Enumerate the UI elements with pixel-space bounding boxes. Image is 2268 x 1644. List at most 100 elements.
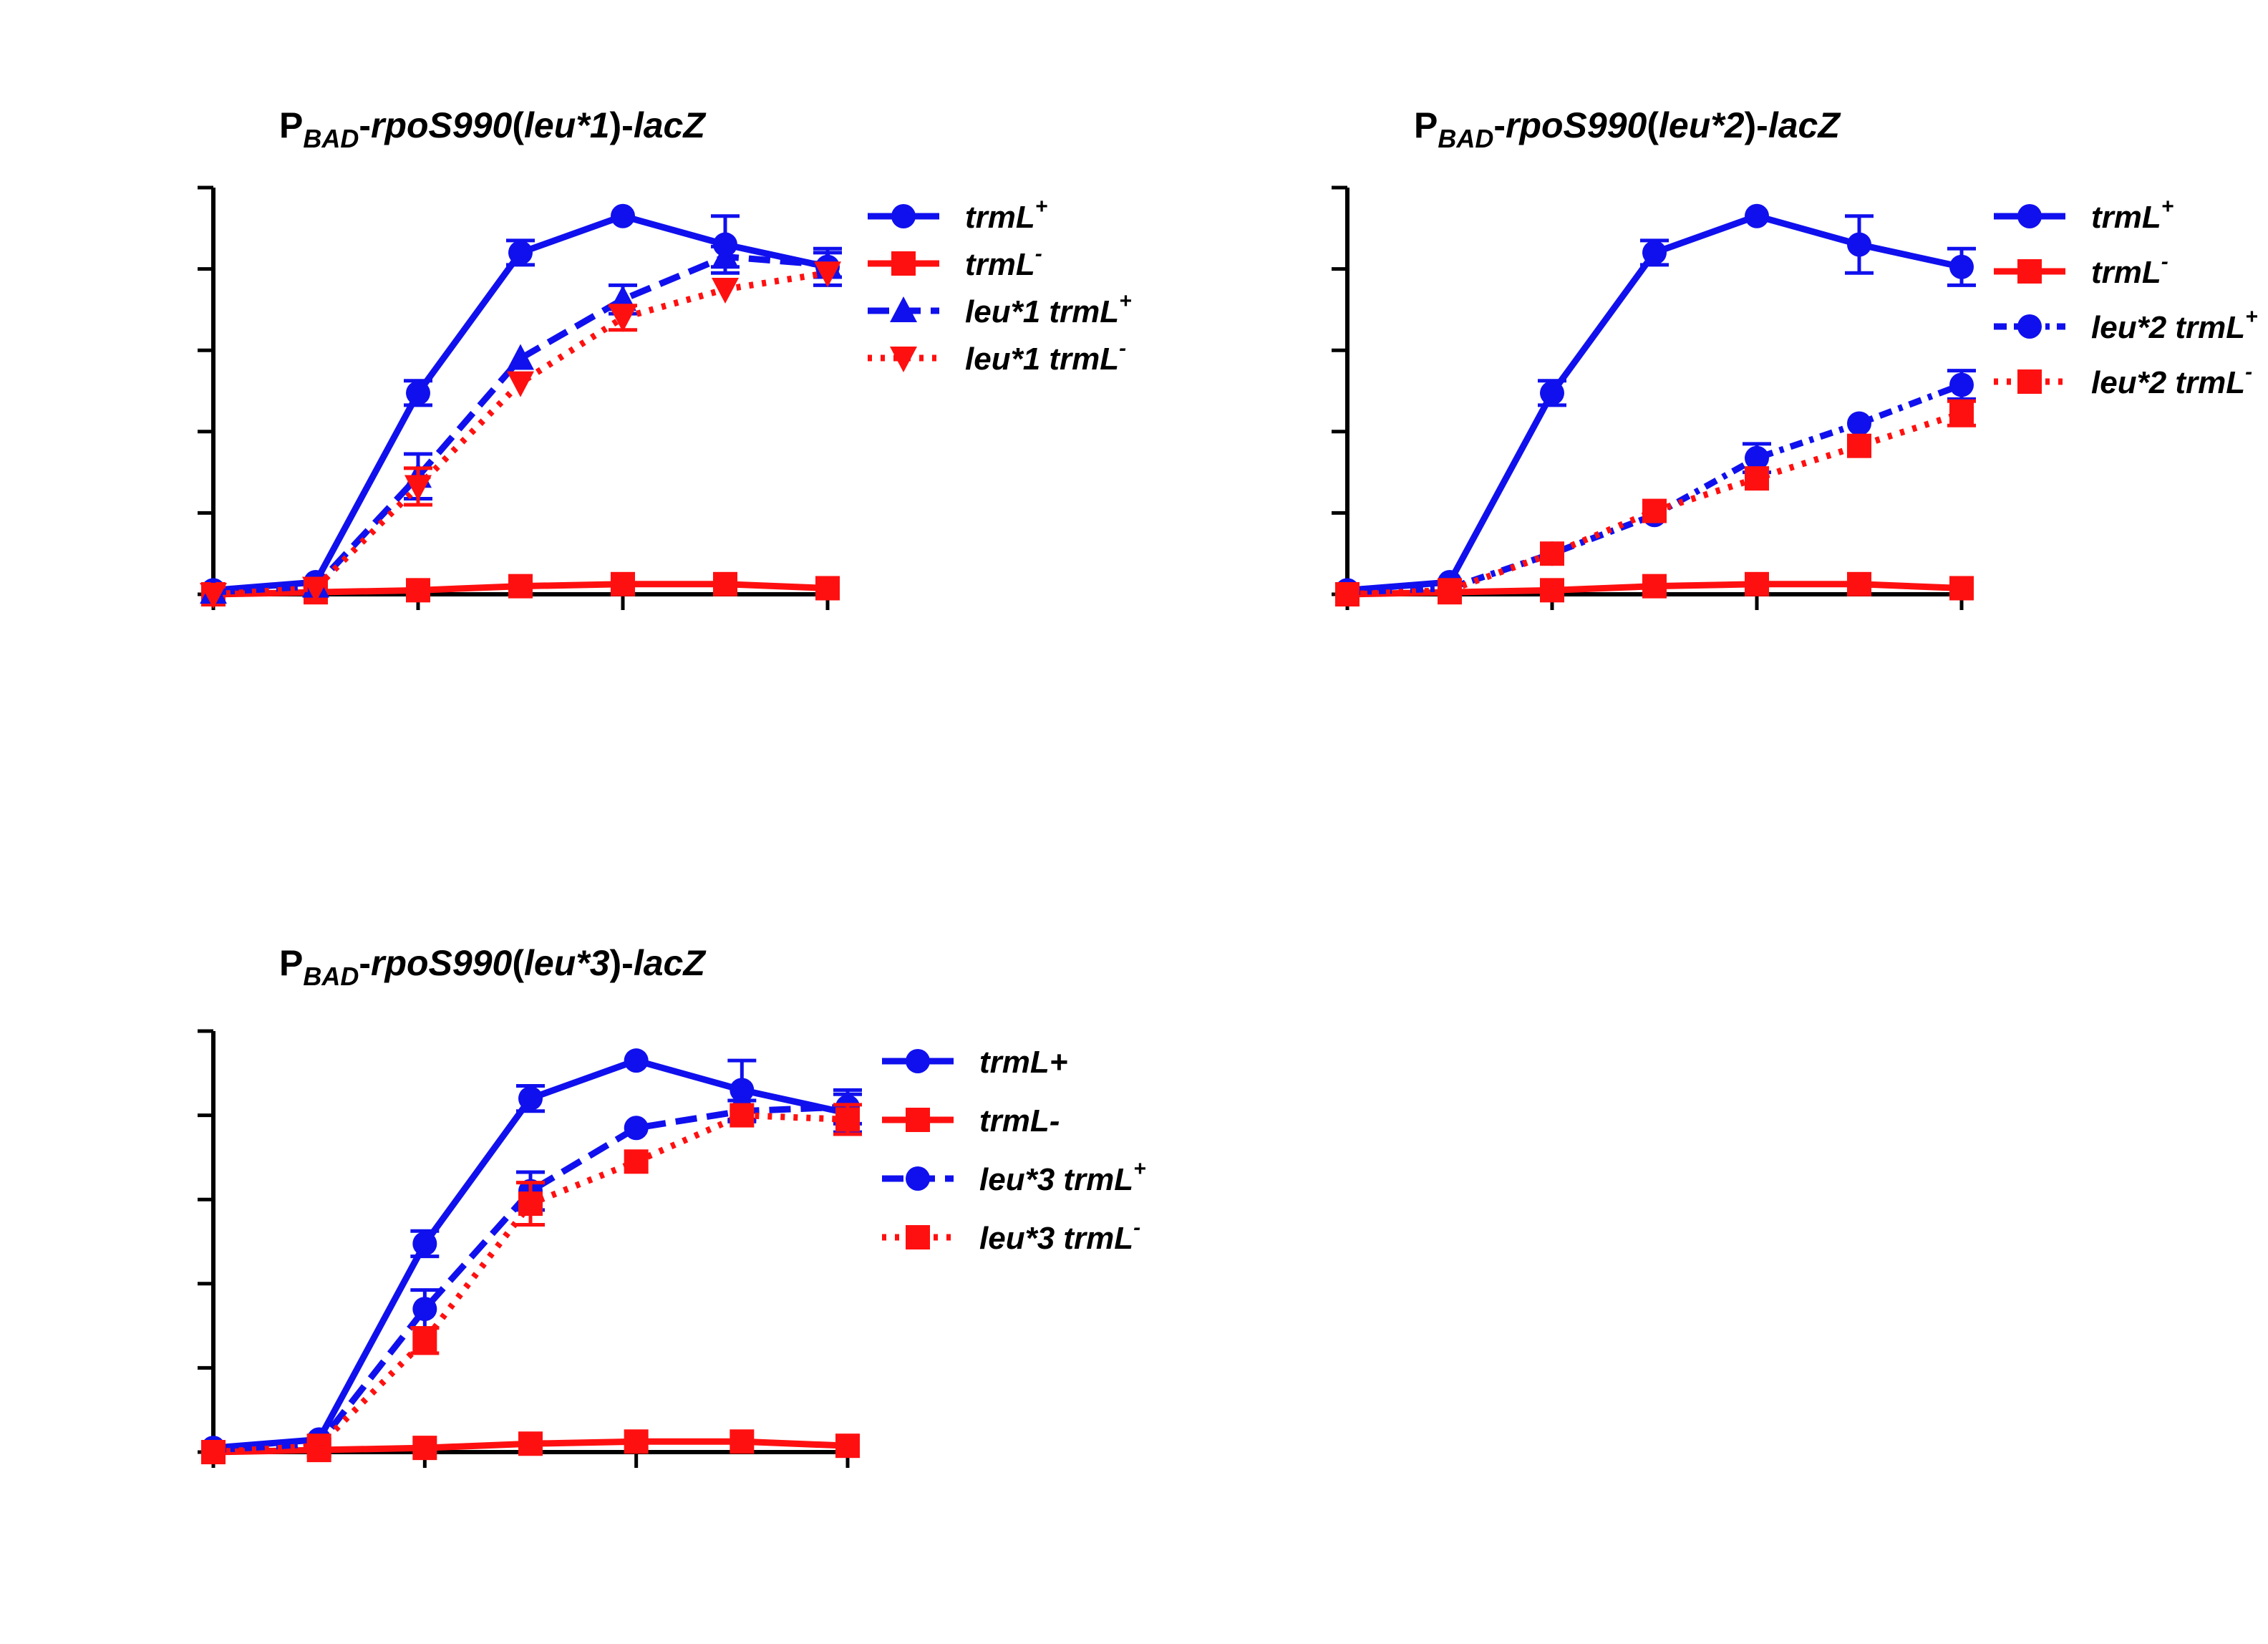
series-3: leu*1 trmL+ (200, 242, 1132, 604)
data-point (730, 1429, 755, 1454)
data-point (611, 203, 635, 228)
data-point (624, 1116, 649, 1141)
data-point (1335, 582, 1360, 606)
legend-marker (906, 1225, 930, 1249)
data-point (412, 1436, 437, 1461)
data-point (1642, 498, 1667, 523)
data-point (412, 1231, 437, 1256)
legend-marker (906, 1108, 930, 1132)
data-point (730, 1103, 755, 1128)
series-line (213, 1103, 848, 1454)
legend-marker (906, 1049, 930, 1073)
data-point (302, 576, 329, 603)
data-point (624, 1429, 649, 1454)
legend-marker (891, 204, 916, 228)
series-4: leu*3 trmL- (201, 1103, 1140, 1464)
data-point (507, 371, 534, 397)
data-point (1438, 578, 1462, 603)
legend-label: trmL- (2091, 250, 2168, 290)
legend-label: trmL+ (979, 1045, 1067, 1080)
panel-a: PBAD-rpoS990(leu*1)-lacZ trmL+ trmL-leu*1 … (198, 105, 1132, 610)
data-point (1847, 433, 1871, 458)
legend-marker (2017, 259, 2042, 284)
series-line (213, 253, 828, 596)
series-2: trmL- (1335, 250, 2168, 606)
legend-label: leu*2 trmL- (2091, 360, 2252, 400)
data-point (1949, 254, 1974, 279)
data-point (1540, 578, 1564, 603)
panel-c: PBAD-rpoS990(leu*3)-lacZ trmL+ trmL-leu*3 … (198, 943, 1146, 1468)
legend-marker (906, 1166, 930, 1191)
legend-label: leu*1 trmL- (965, 337, 1126, 377)
data-point (1642, 240, 1667, 265)
data-point (507, 344, 534, 370)
series-line (1347, 382, 1963, 596)
data-point (508, 240, 533, 265)
data-point (730, 1078, 755, 1103)
legend-marker (2017, 369, 2042, 394)
legend-label: leu*2 trmL+ (2091, 305, 2258, 345)
data-point (404, 475, 432, 501)
data-point (412, 1297, 437, 1322)
data-point (835, 1433, 860, 1459)
data-point (518, 1086, 543, 1111)
legend-label: trmL- (965, 242, 1042, 282)
data-point (1642, 574, 1667, 599)
legend-label: trmL+ (965, 195, 1047, 235)
data-point (1745, 571, 1769, 596)
data-point (201, 1440, 226, 1464)
data-point (518, 1431, 543, 1456)
data-point (1847, 571, 1871, 596)
data-point (712, 242, 739, 269)
data-point (1949, 372, 1974, 397)
data-point (518, 1191, 543, 1217)
series-1: trmL+ (201, 195, 1047, 603)
legend-label: leu*3 trmL- (979, 1216, 1140, 1256)
panel-b: PBAD-rpoS990(leu*2)-lacZ trmL+ trmL-leu*2 … (1332, 105, 2258, 610)
series-line (213, 1112, 848, 1456)
data-point (508, 574, 533, 599)
legend-marker (891, 251, 916, 276)
data-point (406, 380, 430, 405)
data-point (1745, 466, 1769, 491)
data-point (1847, 411, 1871, 436)
data-point (835, 1107, 860, 1132)
data-point (624, 1149, 649, 1174)
legend-label: trmL+ (2091, 195, 2174, 235)
data-point (1540, 541, 1564, 566)
data-point (412, 1328, 437, 1353)
series-1: trmL+ (1335, 195, 2174, 603)
data-point (1949, 401, 1974, 426)
data-point (815, 576, 840, 601)
series-4: leu*1 trmL- (200, 261, 1126, 609)
data-point (1745, 445, 1769, 470)
data-point (200, 583, 227, 609)
series-3: leu*2 trmL+ (1335, 305, 2258, 605)
data-point (609, 306, 636, 332)
data-point (1540, 380, 1564, 405)
legend-marker (2017, 204, 2042, 228)
legend-label: leu*1 trmL+ (965, 289, 1132, 329)
data-point (1847, 232, 1871, 257)
data-point (713, 571, 737, 596)
data-point (306, 1433, 331, 1459)
series-4: leu*2 trmL- (1335, 360, 2252, 606)
data-point (1745, 203, 1769, 228)
legend-marker (2017, 314, 2042, 339)
legend-label: leu*3 trmL+ (979, 1157, 1146, 1197)
series-1: trmL+ (201, 1045, 1067, 1461)
data-point (611, 571, 635, 596)
data-point (406, 578, 430, 603)
legend-marker (890, 347, 917, 372)
legend-marker (890, 296, 917, 322)
data-point (624, 1048, 649, 1073)
data-point (814, 261, 841, 288)
legend-label: trmL- (979, 1103, 1060, 1138)
data-point (712, 278, 739, 304)
series-line (213, 269, 828, 598)
chart-title: PBAD-rpoS990(leu*3)-lacZ (279, 943, 707, 991)
data-point (1949, 576, 1974, 601)
chart-title: PBAD-rpoS990(leu*2)-lacZ (1414, 105, 1841, 153)
chart-title: PBAD-rpoS990(leu*1)-lacZ (279, 105, 707, 153)
